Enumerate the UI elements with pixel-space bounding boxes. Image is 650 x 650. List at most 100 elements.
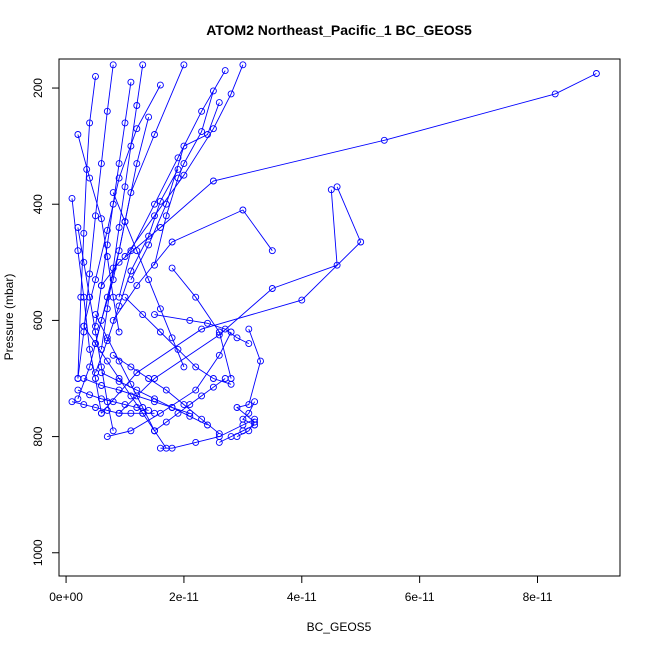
data-point <box>74 131 82 138</box>
data-point <box>180 171 188 179</box>
data-point <box>127 392 135 400</box>
series-22 <box>121 293 235 388</box>
data-point <box>92 404 99 411</box>
x-tick-label: 8e-11 <box>523 590 553 604</box>
data-point <box>145 375 153 382</box>
series-line <box>101 73 597 286</box>
data-point <box>174 174 182 182</box>
y-axis-label: Pressure (mbar) <box>2 274 16 361</box>
data-point <box>145 113 153 121</box>
series-line <box>77 389 149 411</box>
data-point <box>156 305 164 313</box>
data-point <box>151 212 158 220</box>
data-point <box>162 386 170 394</box>
data-point <box>168 264 176 272</box>
data-point <box>156 81 164 89</box>
data-point <box>103 334 111 342</box>
data-point <box>204 319 211 327</box>
data-point <box>115 328 123 336</box>
data-point <box>97 160 105 168</box>
data-point <box>198 392 206 400</box>
data-point <box>68 398 76 406</box>
data-point <box>115 357 123 365</box>
series-16 <box>127 99 223 284</box>
data-point <box>74 395 82 403</box>
data-point <box>109 61 117 69</box>
data-point <box>103 433 111 441</box>
chart-title: ATOM2 Northeast_Pacific_1 BC_GEOS5 <box>206 22 472 38</box>
data-point <box>97 215 105 223</box>
data-point <box>145 241 153 249</box>
data-point <box>103 406 111 414</box>
data-point <box>215 99 223 107</box>
data-point <box>204 421 211 429</box>
data-point <box>151 427 158 435</box>
data-point <box>192 438 200 446</box>
data-point <box>186 412 194 420</box>
data-point <box>103 226 111 234</box>
data-point <box>192 363 200 371</box>
data-point <box>127 427 135 435</box>
data-point <box>151 409 158 417</box>
series-line <box>100 64 144 350</box>
data-point <box>109 189 117 197</box>
series-line <box>112 209 273 321</box>
series-line <box>130 102 220 280</box>
data-point <box>139 404 147 411</box>
x-tick-label: 0e+00 <box>49 590 83 604</box>
series-23 <box>151 311 253 348</box>
data-point <box>103 107 111 115</box>
series-12 <box>68 194 105 417</box>
data-point <box>80 322 88 330</box>
data-point <box>239 206 247 214</box>
series-line <box>171 267 232 379</box>
data-point <box>215 351 223 359</box>
data-point <box>92 72 99 80</box>
data-point <box>209 383 217 391</box>
data-point <box>221 375 229 382</box>
series-30 <box>74 224 117 435</box>
series-layer <box>68 61 600 452</box>
x-axis: 0e+00 2e-11 4e-11 6e-11 8e-11 <box>49 575 553 604</box>
data-point <box>97 409 105 417</box>
data-point <box>198 128 206 136</box>
data-point <box>357 238 365 246</box>
data-point <box>180 363 188 371</box>
series-1 <box>97 183 365 417</box>
data-point <box>180 142 188 150</box>
y-tick-label: 200 <box>31 78 45 98</box>
data-point <box>162 418 170 426</box>
data-point <box>115 375 123 382</box>
data-point <box>145 406 153 414</box>
series-line <box>124 64 244 257</box>
data-point <box>215 438 223 446</box>
data-point <box>74 386 82 394</box>
series-line <box>154 378 226 432</box>
series-34 <box>121 61 247 260</box>
data-point <box>245 340 253 348</box>
data-point <box>115 224 123 231</box>
data-point <box>162 444 170 452</box>
series-line <box>107 331 232 438</box>
data-point <box>139 61 147 69</box>
series-18 <box>68 398 158 417</box>
data-point <box>168 404 176 411</box>
series-32 <box>151 375 229 435</box>
data-point <box>68 194 76 202</box>
data-point <box>133 102 141 109</box>
series-line <box>118 70 226 298</box>
data-point <box>268 247 276 255</box>
data-point <box>103 253 111 260</box>
y-tick-label: 800 <box>31 426 45 446</box>
x-tick-label: 4e-11 <box>287 590 317 604</box>
data-point <box>198 325 206 333</box>
data-point <box>121 253 129 260</box>
data-point <box>80 229 88 237</box>
data-point <box>109 200 117 208</box>
data-point <box>245 401 253 409</box>
data-point <box>156 328 164 336</box>
data-point <box>198 107 206 115</box>
x-axis-label: BC_GEOS5 <box>307 620 372 634</box>
data-point <box>97 395 105 403</box>
data-point <box>109 427 117 435</box>
